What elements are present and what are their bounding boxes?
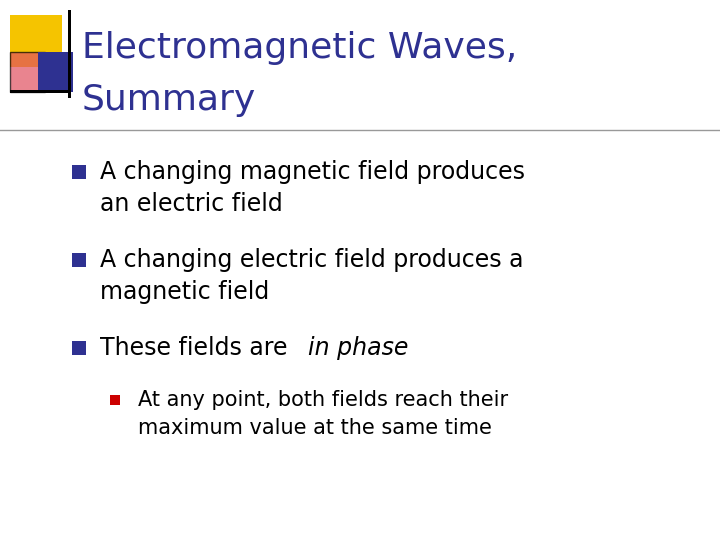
Bar bbox=[72, 341, 86, 355]
Text: Summary: Summary bbox=[82, 83, 256, 117]
Text: magnetic field: magnetic field bbox=[100, 280, 269, 304]
Bar bbox=[10, 15, 62, 67]
Text: an electric field: an electric field bbox=[100, 192, 283, 216]
Text: Electromagnetic Waves,: Electromagnetic Waves, bbox=[82, 31, 517, 65]
Text: in phase: in phase bbox=[308, 336, 408, 360]
Bar bbox=[72, 253, 86, 267]
Bar bbox=[68, 10, 71, 98]
Bar bbox=[110, 395, 120, 405]
Text: A changing electric field produces a: A changing electric field produces a bbox=[100, 248, 523, 272]
Text: A changing magnetic field produces: A changing magnetic field produces bbox=[100, 160, 525, 184]
Bar bbox=[72, 165, 86, 179]
Text: These fields are: These fields are bbox=[100, 336, 295, 360]
Text: At any point, both fields reach their: At any point, both fields reach their bbox=[138, 390, 508, 410]
FancyBboxPatch shape bbox=[10, 52, 45, 92]
Bar bbox=[38, 52, 73, 92]
Text: maximum value at the same time: maximum value at the same time bbox=[138, 418, 492, 438]
Bar bbox=[10, 90, 71, 93]
